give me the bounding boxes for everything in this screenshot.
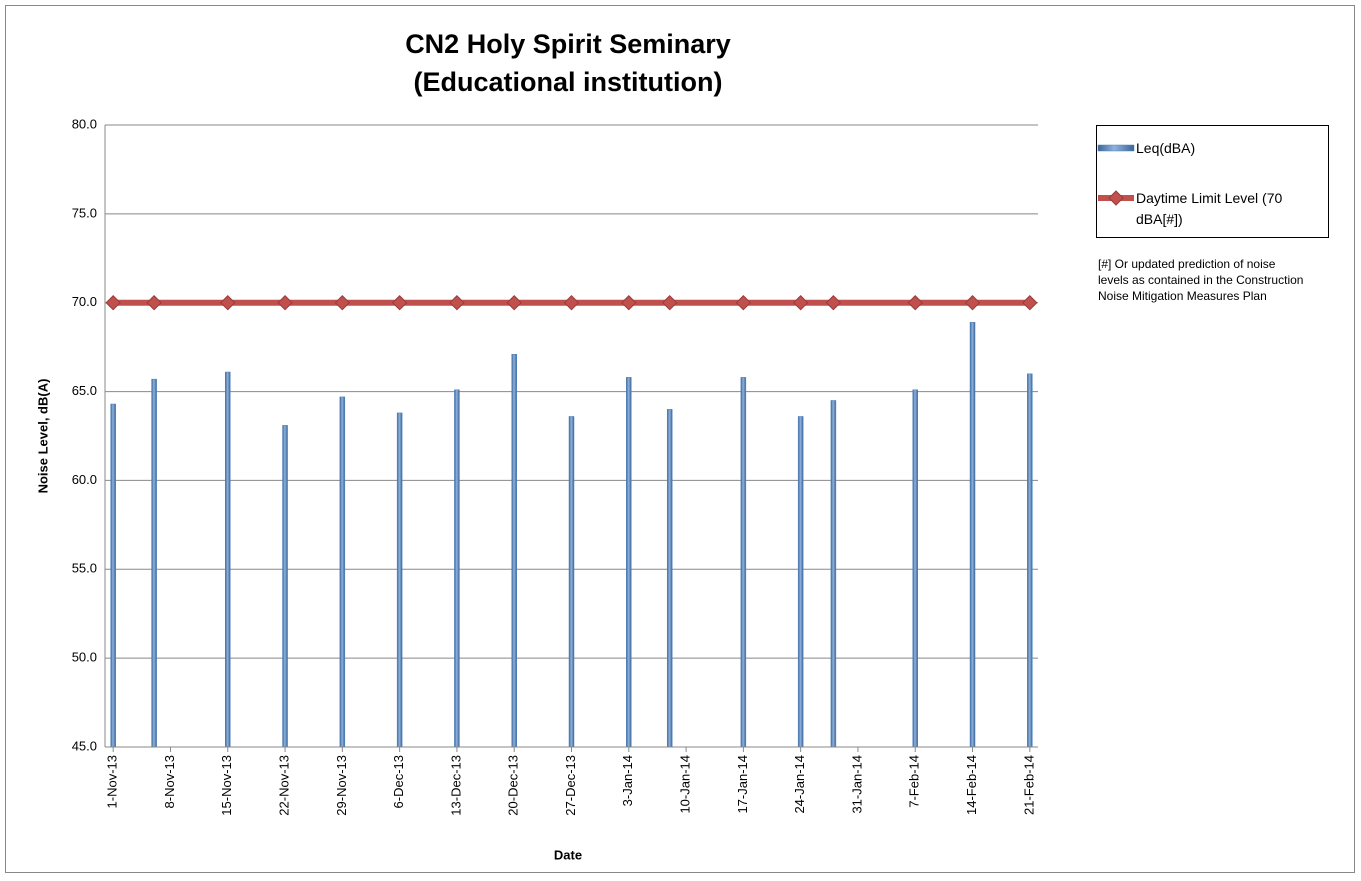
bar xyxy=(1027,373,1033,748)
legend-swatch xyxy=(1108,190,1124,206)
x-axis-label: Date xyxy=(554,847,582,862)
y-tick-label: 75.0 xyxy=(72,205,97,220)
marker xyxy=(825,295,842,311)
marker xyxy=(277,295,293,311)
x-tick-label: 20-Dec-13 xyxy=(506,755,521,816)
x-tick-label: 27-Dec-13 xyxy=(563,755,578,816)
bar xyxy=(740,377,747,748)
bar xyxy=(110,403,116,748)
chart-title: CN2 Holy Spirit Seminary xyxy=(405,29,731,59)
y-tick-label: 55.0 xyxy=(72,561,97,576)
x-tick-label: 14-Feb-14 xyxy=(964,755,979,815)
marker xyxy=(621,295,637,311)
x-tick-label: 31-Jan-14 xyxy=(849,755,864,814)
y-tick-label: 65.0 xyxy=(72,383,97,398)
legend-label: Leq(dBA) xyxy=(1136,140,1196,156)
marker xyxy=(964,295,981,311)
bar xyxy=(396,412,403,748)
chart-subtitle: (Educational institution) xyxy=(414,67,723,97)
bar xyxy=(225,371,231,748)
bar xyxy=(151,378,157,748)
bar xyxy=(282,425,288,748)
marker xyxy=(792,295,809,311)
bar xyxy=(666,409,673,748)
marker xyxy=(391,295,408,311)
x-tick-label: 15-Nov-13 xyxy=(219,755,234,816)
marker xyxy=(662,295,678,311)
legend-swatch xyxy=(1097,144,1135,152)
bar xyxy=(912,389,918,748)
x-tick-label: 21-Feb-14 xyxy=(1021,755,1036,815)
x-tick-label: 29-Nov-13 xyxy=(334,755,349,816)
y-tick-label: 80.0 xyxy=(72,116,97,131)
y-axis-label: Noise Level, dB(A) xyxy=(35,379,50,494)
y-tick-label: 45.0 xyxy=(72,738,97,753)
bar xyxy=(454,389,460,748)
marker xyxy=(907,295,923,311)
x-tick-label: 22-Nov-13 xyxy=(276,755,291,816)
marker xyxy=(334,295,351,311)
x-tick-label: 7-Feb-14 xyxy=(907,755,922,808)
bar xyxy=(511,354,517,748)
marker xyxy=(506,295,522,311)
legend-box xyxy=(1096,125,1329,238)
marker xyxy=(563,295,580,311)
bar xyxy=(830,400,837,748)
bar xyxy=(797,416,804,748)
marker xyxy=(449,295,465,311)
x-tick-label: 8-Nov-13 xyxy=(162,755,177,808)
y-tick-label: 60.0 xyxy=(72,472,97,487)
x-tick-label: 10-Jan-14 xyxy=(678,755,693,814)
y-tick-label: 70.0 xyxy=(72,294,97,309)
x-tick-label: 24-Jan-14 xyxy=(792,755,807,814)
legend-label: Daytime Limit Level (70 dBA[#]) xyxy=(1136,190,1283,227)
bar xyxy=(339,396,346,748)
bar xyxy=(969,322,976,748)
note: [#] Or updated prediction of noise level… xyxy=(1098,257,1304,303)
marker xyxy=(735,295,752,311)
x-tick-label: 3-Jan-14 xyxy=(620,755,635,806)
marker xyxy=(146,295,162,311)
marker xyxy=(1022,295,1038,311)
bar xyxy=(626,377,632,748)
y-tick-label: 50.0 xyxy=(72,650,97,665)
x-tick-label: 17-Jan-14 xyxy=(735,755,750,814)
x-tick-label: 6-Dec-13 xyxy=(391,755,406,808)
marker xyxy=(105,295,121,311)
x-tick-label: 13-Dec-13 xyxy=(448,755,463,816)
x-tick-label: 1-Nov-13 xyxy=(105,755,120,808)
marker xyxy=(220,295,236,311)
bar xyxy=(568,416,575,748)
